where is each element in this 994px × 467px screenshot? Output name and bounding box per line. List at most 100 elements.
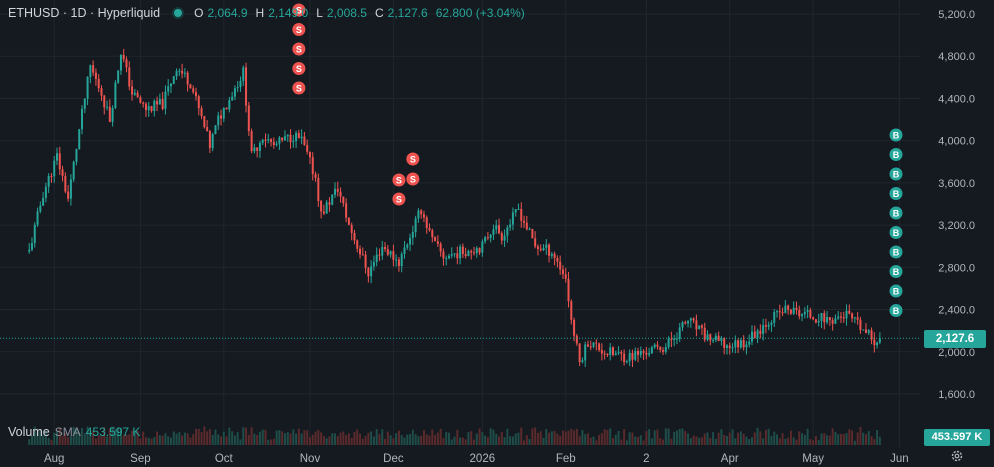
- candle-body: [695, 320, 698, 330]
- candle-body: [489, 234, 492, 238]
- candle-body: [539, 248, 542, 251]
- candle-body: [125, 59, 128, 68]
- volume-bar: [784, 438, 787, 445]
- candle-body: [703, 327, 706, 340]
- candle-body: [61, 169, 64, 176]
- time-tick-label: 2: [643, 453, 649, 465]
- volume-bar: [595, 440, 598, 445]
- sell-marker[interactable]: S: [406, 152, 420, 166]
- candle-body: [623, 353, 626, 363]
- buy-marker[interactable]: B: [889, 206, 903, 220]
- volume-bar: [206, 431, 209, 445]
- sell-marker[interactable]: S: [292, 3, 306, 17]
- time-tick-label: Oct: [215, 453, 234, 465]
- buy-marker[interactable]: B: [889, 284, 903, 298]
- volume-bar: [119, 427, 122, 445]
- candle-body: [270, 139, 273, 142]
- candle-body: [723, 338, 726, 348]
- candle-body: [851, 313, 854, 319]
- volume-bar: [97, 435, 100, 445]
- candle-body: [447, 255, 450, 259]
- volume-bar: [356, 429, 359, 445]
- candle-body: [353, 232, 356, 241]
- volume-bar: [42, 435, 45, 445]
- candle-body: [186, 72, 189, 85]
- volume-bar: [406, 434, 409, 445]
- sell-marker[interactable]: S: [292, 81, 306, 95]
- candle-body: [620, 352, 623, 354]
- volume-bar: [709, 438, 712, 445]
- volume-bar: [308, 437, 311, 445]
- candle-body: [467, 250, 470, 257]
- time-axis[interactable]: Aug Sep Oct Nov Dec 2026 Feb 2 Apr May Jun: [44, 453, 909, 465]
- volume-bar: [28, 439, 31, 445]
- candle-body: [475, 248, 478, 254]
- price-axis[interactable]: 5,200.0 4,800.0 4,400.0 4,000.0 3,600.0 3,200…: [938, 9, 975, 401]
- volume-bar: [236, 432, 239, 445]
- buy-marker[interactable]: B: [889, 148, 903, 161]
- volume-bar: [142, 431, 145, 445]
- buy-marker[interactable]: B: [889, 226, 903, 239]
- candle-body: [314, 174, 317, 178]
- volume-bar: [200, 432, 203, 445]
- volume-bar: [359, 433, 362, 445]
- volume-bar: [489, 428, 492, 445]
- candle-body: [428, 228, 431, 231]
- buy-marker[interactable]: B: [889, 304, 903, 317]
- volume-bar: [422, 429, 425, 445]
- candle-body: [464, 253, 467, 257]
- candle-body: [67, 191, 70, 199]
- volume-bar: [331, 433, 334, 445]
- sell-marker[interactable]: S: [292, 23, 306, 36]
- volume-bar: [848, 429, 851, 445]
- sell-marker[interactable]: S: [292, 62, 306, 75]
- volume-bar: [270, 439, 273, 445]
- candle-body: [556, 257, 559, 262]
- candle-body: [878, 338, 881, 343]
- sell-marker[interactable]: S: [392, 173, 406, 187]
- candle-body: [614, 353, 617, 355]
- candle-body: [567, 278, 570, 302]
- buy-marker[interactable]: B: [889, 245, 903, 259]
- svg-text:S: S: [296, 6, 302, 16]
- volume-bar: [78, 432, 81, 445]
- volume-bar: [484, 435, 487, 445]
- gear-icon[interactable]: [950, 449, 964, 463]
- candle-body: [439, 243, 442, 252]
- sell-marker[interactable]: S: [292, 42, 306, 56]
- candle-body: [153, 100, 156, 111]
- volume-bar: [598, 434, 601, 445]
- volume-bar: [364, 435, 367, 445]
- candle-body: [211, 134, 214, 149]
- volume-bar: [136, 430, 139, 445]
- volume-bar: [678, 428, 681, 445]
- volume-bar: [172, 431, 175, 445]
- symbol-title[interactable]: ETHUSD · 1D · Hyperliquid: [8, 6, 161, 20]
- svg-text:S: S: [410, 175, 416, 185]
- volume-bar: [511, 436, 514, 445]
- volume-bar: [195, 428, 197, 445]
- buy-marker[interactable]: B: [889, 187, 903, 200]
- volume-bar: [725, 436, 728, 445]
- volume-bar: [723, 434, 726, 445]
- buy-marker[interactable]: B: [889, 265, 903, 278]
- candle-body: [422, 214, 425, 218]
- volume-bar: [559, 435, 562, 445]
- candle-body: [300, 136, 303, 139]
- volume-bar: [714, 438, 717, 445]
- buy-marker[interactable]: B: [889, 167, 903, 181]
- buy-marker[interactable]: B: [889, 128, 903, 142]
- volume-bar: [447, 432, 450, 445]
- sell-marker[interactable]: S: [392, 192, 406, 206]
- svg-text:B: B: [893, 306, 900, 316]
- candle-body: [181, 70, 184, 74]
- sell-marker[interactable]: S: [406, 172, 420, 186]
- volume-bar: [851, 430, 854, 445]
- volume-bar: [539, 431, 542, 445]
- low-key: L: [316, 6, 323, 20]
- volume-label[interactable]: Volume: [8, 425, 50, 439]
- volume-bar: [286, 432, 289, 445]
- candle-body: [617, 352, 620, 354]
- candle-body: [36, 211, 39, 225]
